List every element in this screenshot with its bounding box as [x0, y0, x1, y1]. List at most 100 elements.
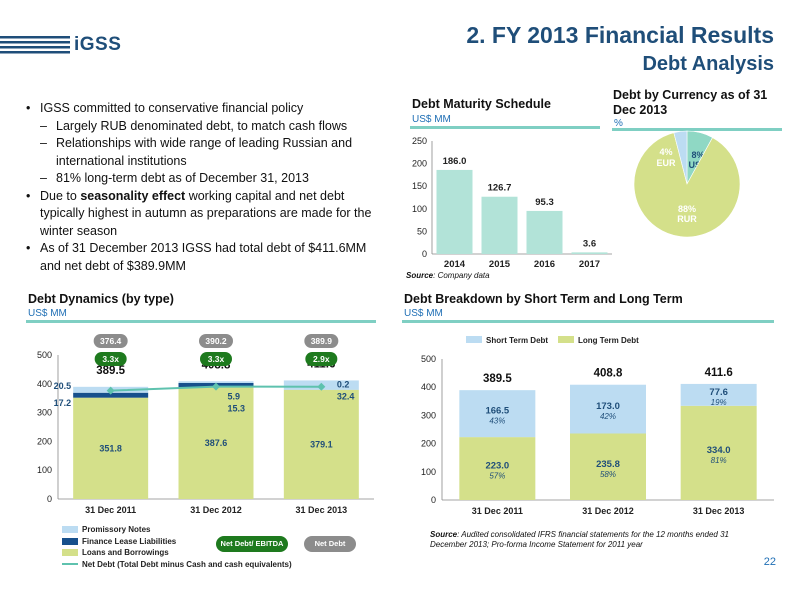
y-tick-label: 250: [412, 136, 427, 146]
net-debt-value-badge: [199, 334, 233, 348]
total-label: 389.5: [96, 365, 125, 377]
maturity-bar: [436, 169, 473, 254]
net-debt-point: [317, 382, 326, 391]
data-label: 0.2: [337, 379, 350, 389]
data-label: 351.8: [99, 443, 122, 453]
y-tick-label: 0: [431, 495, 436, 505]
y-tick-label: 500: [37, 350, 52, 360]
total-label: 408.8: [594, 368, 623, 380]
y-tick-label: 500: [421, 354, 436, 364]
y-tick-label: 0: [422, 249, 427, 259]
maturity-chart: 0 50 100 150 200 250 186.0 2014 126.7 2015 95.3 201…: [412, 136, 612, 270]
sub-bullet-item: –81% long-term debt as of December 31, 2…: [40, 171, 309, 185]
dynamics-title: Debt Dynamics (by type): [28, 292, 174, 306]
legend-label: Long Term Debt: [578, 336, 639, 345]
stack-segment: [570, 384, 646, 434]
legend-item-loans: Loans and Borrowings: [62, 547, 292, 559]
slice-name: EUR: [656, 158, 676, 168]
stack-segment: [570, 433, 646, 500]
x-tick-label: 31 Dec 2013: [693, 506, 745, 516]
sub-bullet-item: – Largely RUB denominated debt, to match …: [40, 118, 348, 133]
percent-label: 19%: [711, 398, 727, 407]
y-tick-label: 100: [37, 465, 52, 475]
y-tick-label: 100: [412, 204, 427, 214]
data-label: 20.5: [54, 381, 72, 391]
slice-label: 88%: [678, 204, 696, 214]
percent-label: 81%: [711, 456, 727, 465]
y-tick-label: 100: [421, 467, 436, 477]
legend-item-net-debt: Net Debt (Total Debt minus Cash and cash…: [62, 559, 292, 571]
y-tick-label: 200: [421, 439, 436, 449]
bullet-item: • Due to seasonality effect working capit…: [26, 188, 372, 238]
data-label: 387.6: [205, 438, 228, 448]
ratio-badge: [305, 352, 338, 366]
net-debt-point: [212, 382, 220, 391]
x-tick-label: 31 Dec 2011: [472, 506, 523, 516]
data-label: 32.4: [337, 391, 355, 401]
net-debt-value: 389.9: [311, 336, 333, 346]
breakdown-title: Debt Breakdown by Short Term and Long Te…: [404, 292, 683, 306]
percent-label: 58%: [600, 470, 616, 479]
company-logo: iGSS: [74, 34, 122, 55]
currency-title: Debt by Currency as of 31 Dec 2013: [613, 88, 768, 117]
data-label: 379.1: [310, 439, 333, 449]
ratio-badge: [94, 352, 127, 366]
total-label: 411.6: [705, 367, 733, 379]
net-debt-value-badge: [93, 334, 128, 348]
y-tick-label: 150: [412, 181, 427, 191]
data-label: 235.8: [596, 459, 620, 470]
y-tick-label: 50: [417, 226, 427, 236]
y-tick-label: 200: [412, 159, 427, 169]
slice-label: 4%: [659, 147, 672, 157]
page-subtitle: Debt Analysis: [642, 53, 774, 75]
maturity-bar: [481, 196, 518, 254]
x-tick-label: 31 Dec 2013: [296, 505, 348, 515]
net-debt-value: 390.2: [205, 336, 227, 346]
currency-rule: [612, 128, 782, 131]
data-label: 334.0: [707, 445, 731, 456]
breakdown-rule: [402, 320, 774, 323]
legend-label: Short Term Debt: [486, 336, 548, 345]
data-label: 126.7: [488, 183, 512, 194]
stack-segment: [283, 389, 359, 499]
y-tick-label: 200: [37, 436, 52, 446]
y-tick-label: 400: [421, 382, 436, 392]
legend-swatch: [62, 526, 78, 534]
stack-segment: [680, 383, 757, 406]
slice-name: RUR: [677, 214, 697, 224]
legend-item-finance-lease: Finance Lease Liabilities: [62, 536, 292, 548]
data-label: 95.3: [535, 197, 554, 208]
bullet-item: • As of 31 December 2013 IGSS had total d…: [26, 241, 367, 273]
breakdown-unit: US$ MM: [404, 308, 443, 319]
maturity-bar: [571, 252, 608, 254]
maturity-source: Source: Company data: [406, 271, 490, 280]
data-label: 17.2: [54, 398, 72, 408]
data-label: 173.0: [596, 401, 620, 412]
y-tick-label: 300: [421, 410, 436, 420]
stack-segment: [73, 397, 149, 499]
y-tick-label: 400: [37, 379, 52, 389]
legend-swatch: [62, 549, 78, 557]
data-label: 186.0: [443, 156, 467, 167]
stack-segment: [459, 437, 536, 500]
dynamics-chart: 0 100 200 300 400 500 31 Dec 2011 351.8 389.5 31 …: [37, 334, 374, 515]
dynamics-unit: US$ MM: [28, 308, 67, 319]
net-debt-value-badge: [304, 334, 339, 348]
x-tick-label: 2017: [579, 259, 600, 270]
maturity-rule: [410, 126, 600, 129]
x-tick-label: 31 Dec 2011: [85, 505, 136, 515]
net-debt-ebitda-value: 3.3x: [208, 354, 225, 364]
page-title: 2. FY 2013 Financial Results: [466, 22, 774, 48]
stack-segment: [178, 381, 254, 383]
y-tick-label: 300: [37, 408, 52, 418]
logo-stripes: [0, 36, 70, 54]
legend-swatch: [558, 336, 574, 343]
net-debt-point: [106, 386, 115, 395]
net-debt-ebitda-value: 2.9x: [313, 354, 330, 364]
summary-bullets: • IGSS committed to conservative financia…: [26, 100, 376, 275]
y-tick-label: 0: [47, 494, 52, 504]
stack-segment: [178, 387, 254, 499]
percent-label: 42%: [600, 412, 616, 421]
net-debt-value: 376.4: [100, 336, 122, 346]
